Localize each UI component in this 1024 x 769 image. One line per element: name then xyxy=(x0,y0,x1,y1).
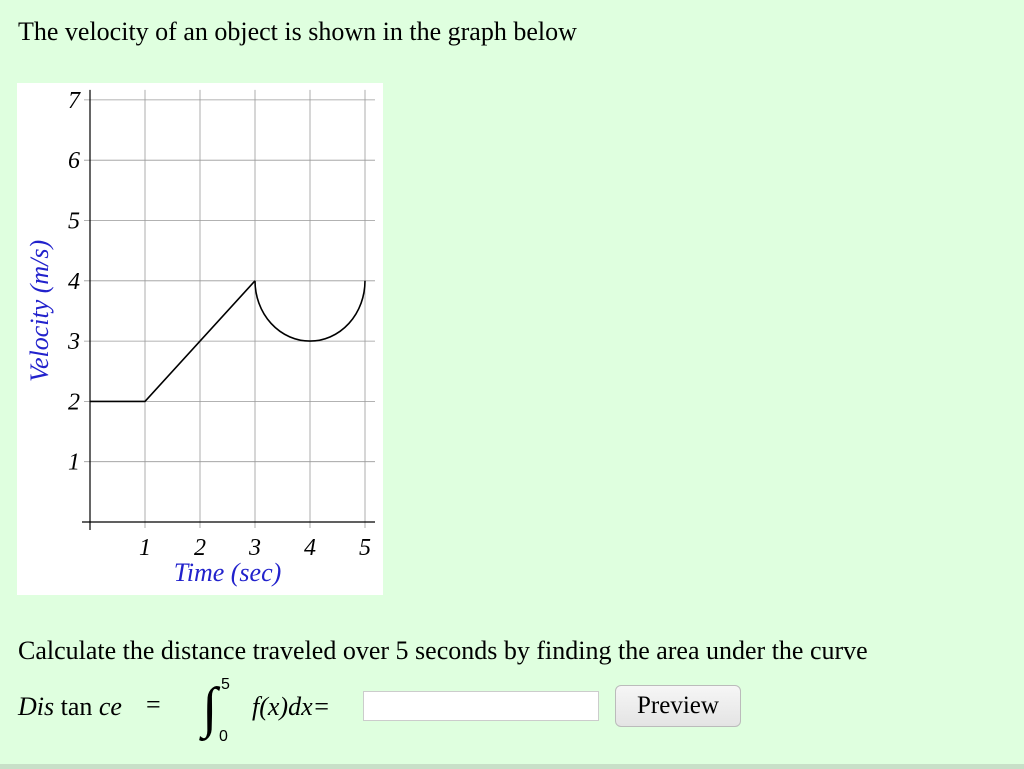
distance-formula: Dis tan ce = ∫ 5 0 f(x)dx= Preview xyxy=(18,676,758,745)
lhs-part: Dis xyxy=(18,692,55,721)
y-tick-label: 4 xyxy=(68,269,80,295)
x-tick-label: 5 xyxy=(359,535,371,561)
x-tick-label: 4 xyxy=(304,535,316,561)
velocity-line-segment xyxy=(90,280,256,403)
y-tick-label: 7 xyxy=(68,88,81,114)
upper-limit: 5 xyxy=(221,676,230,693)
bottom-divider xyxy=(0,764,1024,769)
velocity-semicircle-segment xyxy=(254,280,366,342)
integral-sign: ∫ xyxy=(202,677,218,739)
question-instruction: Calculate the distance traveled over 5 s… xyxy=(18,636,868,665)
velocity-graph: 1 2 3 4 5 1 2 3 4 5 6 7 Time (sec) Velocity (m/s) xyxy=(17,83,383,595)
y-tick-label: 5 xyxy=(68,209,80,235)
y-tick-label: 6 xyxy=(68,148,80,174)
lower-limit: 0 xyxy=(219,728,228,745)
equals-sign: = xyxy=(146,690,161,719)
x-tick-label: 2 xyxy=(194,535,206,561)
y-axis-label: Velocity (m/s) xyxy=(25,240,54,382)
y-tick-label: 3 xyxy=(67,329,80,355)
preview-button[interactable]: Preview xyxy=(615,685,741,727)
question-intro: The velocity of an object is shown in th… xyxy=(18,17,577,46)
lhs-part: ce xyxy=(98,692,122,721)
x-axis-label: Time (sec) xyxy=(174,558,282,587)
x-tick-label: 3 xyxy=(248,535,261,561)
y-tick-label: 1 xyxy=(68,450,80,476)
integrand: f(x)dx= xyxy=(252,692,331,721)
chart-svg: 1 2 3 4 5 1 2 3 4 5 6 7 Time (sec) Velocity (m/s) xyxy=(25,88,375,587)
formula-lhs: Dis tan ce xyxy=(18,692,122,722)
answer-input[interactable] xyxy=(363,691,599,721)
y-tick-label: 2 xyxy=(68,389,80,415)
x-tick-label: 1 xyxy=(139,535,151,561)
lhs-part: tan xyxy=(54,692,99,721)
